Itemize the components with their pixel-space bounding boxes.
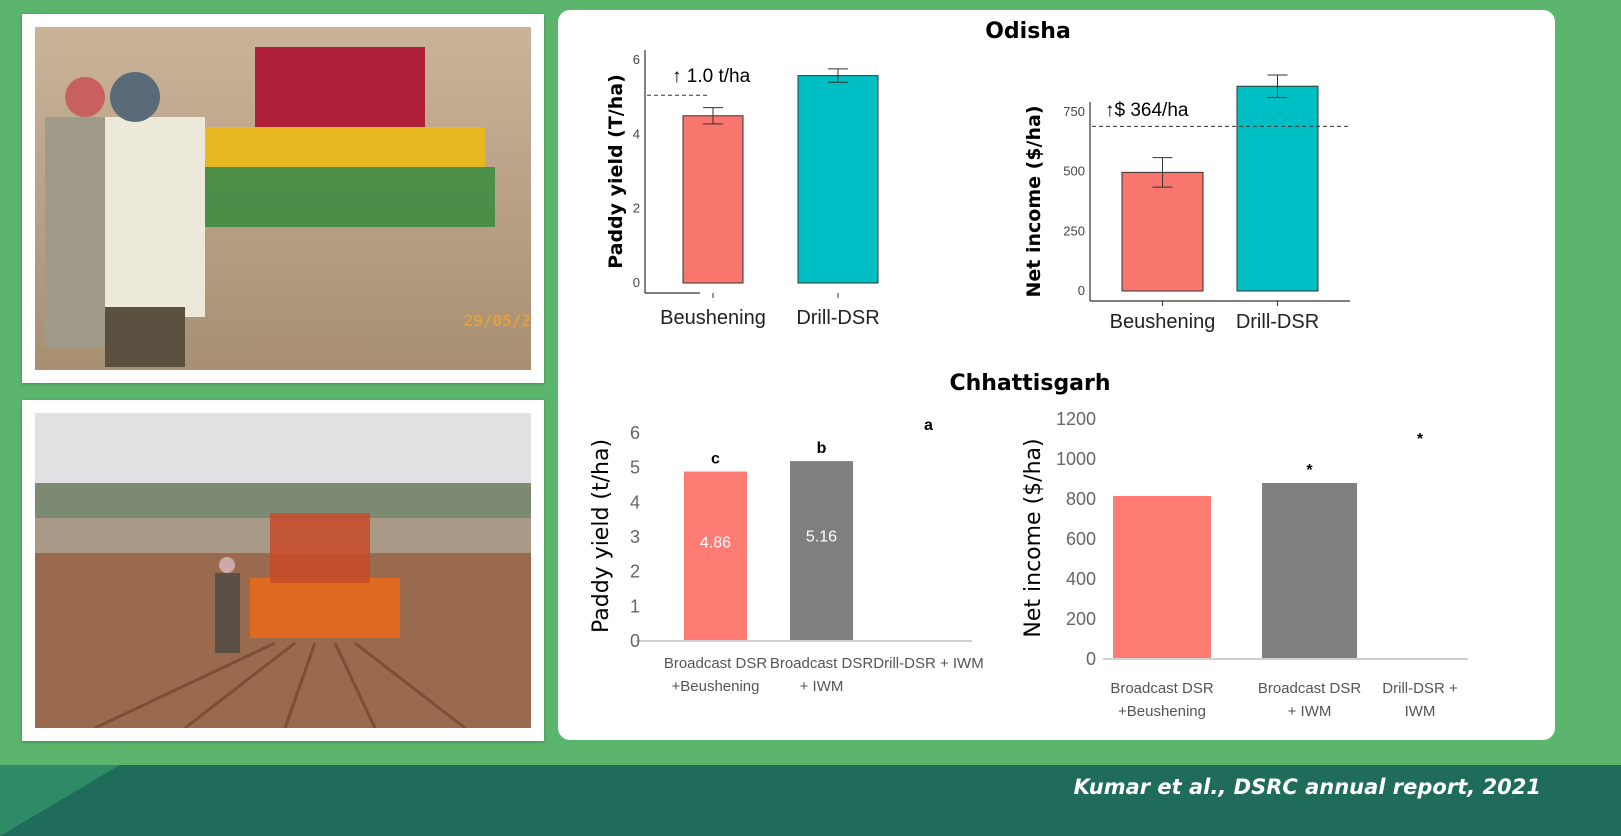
chhattisgarh-title: Chhattisgarh (949, 371, 1110, 396)
odisha-yield-chart: 0 2 4 6 Paddy yield (T/ha) Beushening Drill-DS… (605, 50, 880, 329)
x-tick-label-line: Broadcast DSR (664, 655, 768, 672)
y-tick-label: 1000 (1056, 449, 1096, 469)
y-axis-label: Net income ($/ha) (1023, 105, 1045, 297)
y-axis-label: Paddy yield (T/ha) (605, 74, 627, 269)
bar-1 (1121, 171, 1204, 292)
bar-1 (684, 471, 747, 640)
x-tick-label-line: +Beushening (1118, 703, 1206, 720)
footer-accent (0, 765, 120, 836)
y-tick-label: 400 (1066, 569, 1096, 589)
bar-2 (1236, 85, 1319, 292)
y-tick-label: 250 (1063, 223, 1085, 238)
x-tick-label-line: + IWM (800, 678, 844, 695)
photo-seed-drill-tractor: 29/05/2 (22, 14, 544, 383)
x-tick-label: Drill-DSR (1236, 311, 1319, 333)
y-tick-label: 0 (1078, 283, 1085, 298)
y-tick-label: 0 (1086, 649, 1096, 669)
y-axis-label: Net income ($/ha) (1021, 438, 1046, 637)
x-tick-label-line: Broadcast DSR (1258, 680, 1362, 697)
x-tick-label-line: + IWM (1288, 703, 1332, 720)
photo-tractor-field (22, 400, 544, 741)
y-tick-label: 2 (630, 562, 640, 582)
significance-label: b (817, 440, 827, 457)
x-tick-label-line: Drill-DSR (1236, 311, 1319, 333)
y-tick-label: 600 (1066, 529, 1096, 549)
x-tick-label: Beushening (660, 307, 766, 329)
photo-date-stamp: 29/05/2 (463, 311, 531, 330)
gain-annotation: ↑ 1.0 t/ha (672, 66, 751, 87)
x-tick-label-line: IWM (1405, 703, 1436, 720)
x-tick-label-line: Beushening (1110, 311, 1216, 333)
chhattisgarh-income-chart: 0 200 400 600 800 1000 1200 Net income ($/ha) Br… (1021, 409, 1468, 720)
y-tick-label: 1 (630, 596, 640, 616)
y-tick-label: 200 (1066, 609, 1096, 629)
y-axis-label: Paddy yield (t/ha) (589, 439, 614, 633)
x-tick-label-line: Drill-DSR + (1382, 680, 1458, 697)
bar-1 (682, 115, 744, 284)
x-tick-label-line: Drill-DSR (796, 307, 879, 329)
y-tick-label: 6 (630, 423, 640, 443)
significance-label: a (924, 417, 933, 434)
y-tick-label: 4 (630, 492, 640, 512)
significance-label: * (1417, 431, 1424, 448)
odisha-title: Odisha (985, 19, 1071, 44)
data-label: 5.16 (806, 529, 837, 546)
significance-label: * (1306, 462, 1313, 479)
footer-bar: Kumar et al., DSRC annual report, 2021 (0, 765, 1621, 836)
x-tick-label: Beushening (1110, 311, 1216, 333)
y-tick-label: 4 (633, 126, 640, 141)
x-tick-label: Broadcast DSR +Beushening (664, 655, 768, 695)
x-tick-label: Broadcast DSR +Beushening (1110, 680, 1214, 720)
significance-label: c (711, 451, 720, 468)
seed-drill-image: 29/05/2 (35, 27, 531, 370)
y-tick-label: 0 (633, 275, 640, 290)
bar-2 (790, 461, 853, 640)
citation: Kumar et al., DSRC annual report, 2021 (1073, 775, 1541, 799)
x-tick-label: Broadcast DSR + IWM (1258, 680, 1362, 720)
x-tick-label: Drill-DSR + IWM (1382, 680, 1458, 720)
y-tick-label: 3 (630, 527, 640, 547)
bar-2 (797, 75, 879, 284)
x-tick-label-line: Broadcast DSR (1110, 680, 1214, 697)
y-tick-label: 6 (633, 52, 640, 67)
bar-1 (1113, 496, 1211, 658)
y-tick-label: 0 (630, 631, 640, 651)
y-tick-label: 500 (1063, 164, 1085, 179)
y-tick-label: 800 (1066, 489, 1096, 509)
y-tick-label: 750 (1063, 104, 1085, 119)
odisha-income-chart: 0 250 500 750 Net income ($/ha) Beushening Dri… (1023, 74, 1350, 333)
x-tick-label-line: Beushening (660, 307, 766, 329)
chhattisgarh-yield-chart: 0 1 2 3 4 5 6 Paddy yield (t/ha) 4.86 c Broadcast … (589, 417, 984, 695)
y-tick-label: 5 (630, 458, 640, 478)
x-tick-label-line: Broadcast DSR (770, 655, 874, 672)
y-tick-label: 1200 (1056, 409, 1096, 429)
x-tick-label: Drill-DSR + IWM (873, 655, 983, 672)
x-tick-label: Drill-DSR (796, 307, 879, 329)
data-label: 4.86 (700, 534, 731, 551)
bar-2 (1262, 483, 1357, 658)
x-tick-label-line: Drill-DSR + IWM (873, 655, 983, 672)
gain-annotation: ↑$ 364/ha (1105, 100, 1189, 121)
y-tick-label: 2 (633, 201, 640, 216)
tractor-field-image (35, 413, 531, 728)
x-tick-label-line: +Beushening (672, 678, 760, 695)
x-tick-label: Broadcast DSR + IWM (770, 655, 874, 695)
